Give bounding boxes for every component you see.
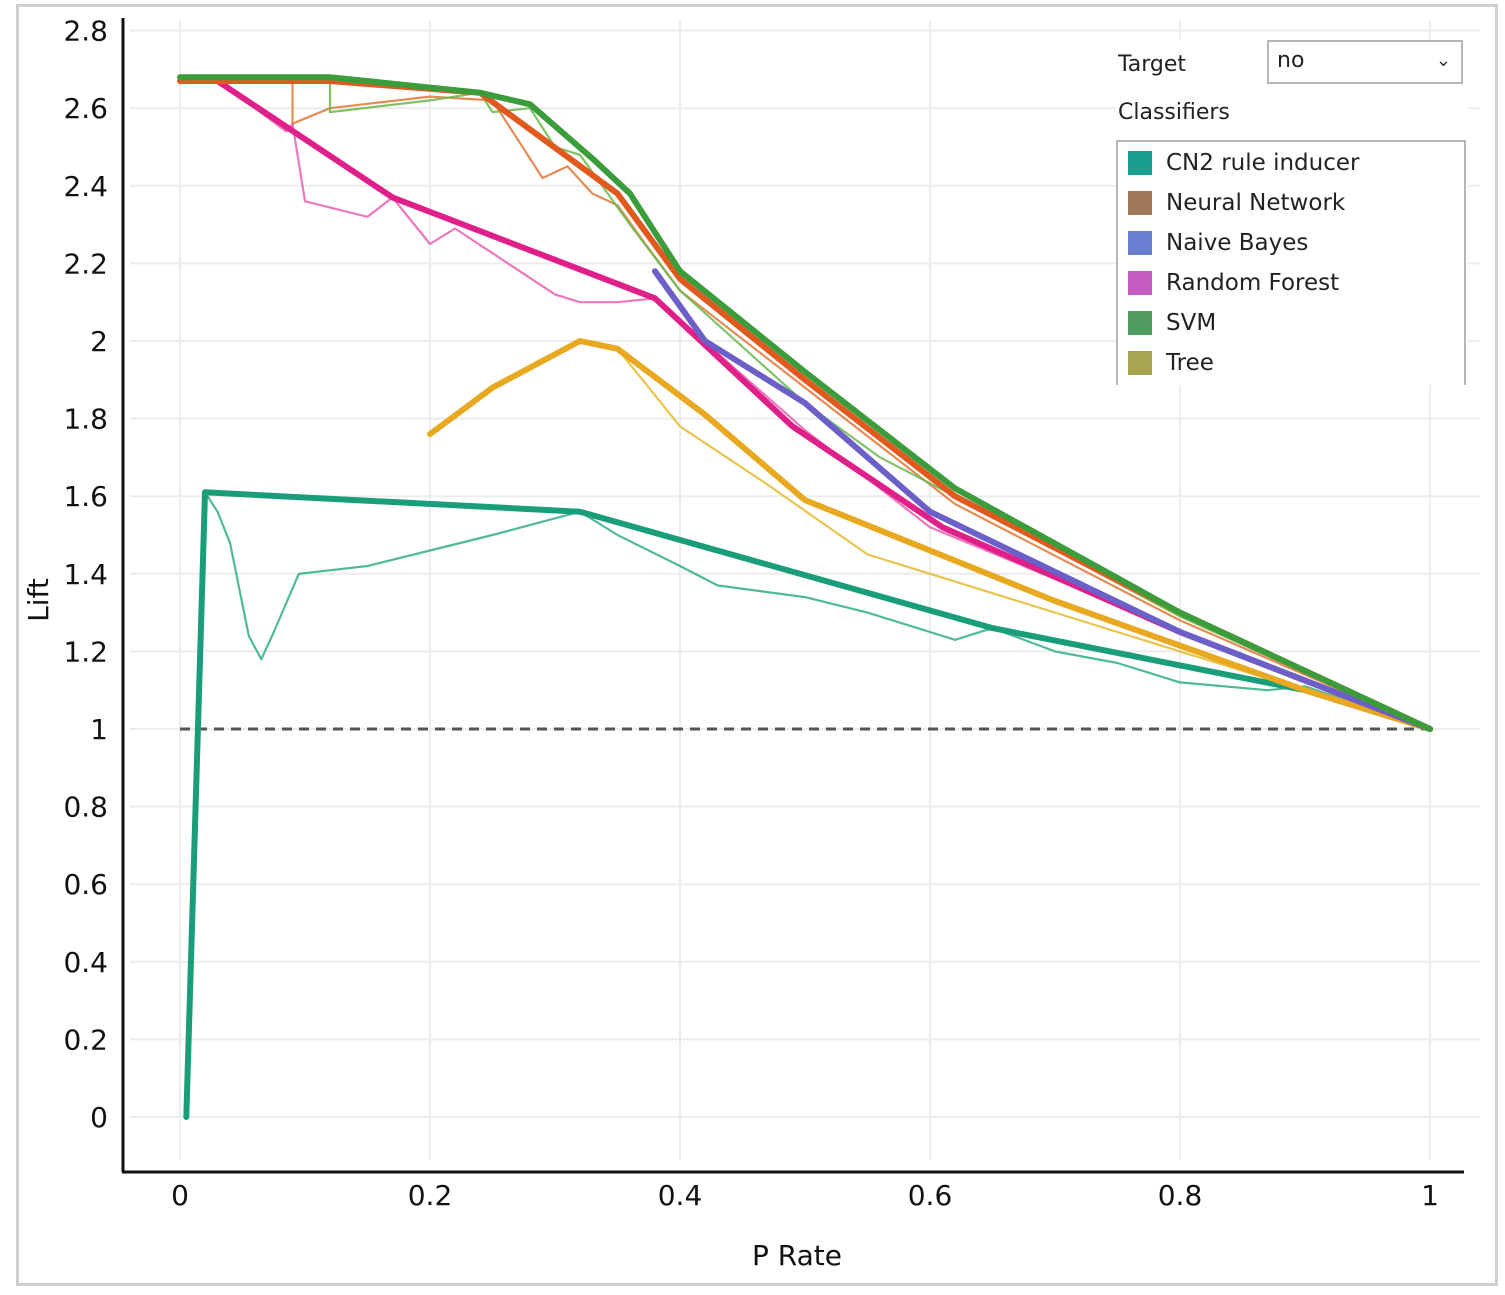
list-item-classifier[interactable]: Tree — [1128, 346, 1214, 380]
x-tick-labels: 0 0.2 0.4 0.6 0.8 1 — [171, 1179, 1439, 1212]
y-tick-label: 2 — [90, 325, 108, 358]
series-line-curve — [203, 491, 1432, 731]
classifier-label: CN2 rule inducer — [1166, 150, 1360, 176]
x-tick-label: 1 — [1421, 1179, 1439, 1212]
y-tick-label: 0.6 — [63, 868, 108, 901]
y-tick-label: 1.2 — [63, 635, 108, 668]
y-tick-label: 1 — [90, 713, 108, 746]
axis-layer — [121, 18, 1464, 1174]
y-tick-label: 1.4 — [63, 558, 108, 591]
y-tick-labels: 0 0.2 0.4 0.6 0.8 1 1.2 1.4 1.6 1.8 2 2.2 2.4 2.6 2.8 — [63, 15, 108, 1134]
y-axis-title: Lift — [22, 578, 55, 622]
list-item-classifier[interactable]: SVM — [1128, 306, 1216, 340]
color-swatch — [1128, 351, 1152, 375]
chevron-down-icon: ⌄ — [1435, 50, 1451, 71]
classifiers-label: Classifiers — [1118, 100, 1230, 125]
x-tick-label: 0.8 — [1158, 1179, 1203, 1212]
x-tick-label: 0 — [171, 1179, 189, 1212]
y-tick-label: 0.2 — [63, 1023, 108, 1056]
classifier-label: Naive Bayes — [1166, 230, 1309, 256]
target-label: Target — [1118, 52, 1187, 77]
classifier-label: Tree — [1166, 350, 1214, 376]
y-tick-label: 0.8 — [63, 791, 108, 824]
classifier-label: Neural Network — [1166, 190, 1346, 216]
y-tick-label: 0 — [90, 1101, 108, 1134]
x-axis-title: P Rate — [752, 1239, 842, 1272]
list-item-classifier[interactable]: CN2 rule inducer — [1128, 146, 1360, 180]
y-tick-label: 2.6 — [63, 92, 108, 125]
target-select-value: no — [1277, 48, 1305, 73]
y-tick-label: 0.4 — [63, 946, 108, 979]
series-line-curve — [178, 79, 1432, 731]
series-line-hull — [177, 74, 1433, 732]
color-swatch — [1128, 151, 1152, 175]
color-swatch — [1128, 271, 1152, 295]
color-swatch — [1128, 231, 1152, 255]
color-swatch — [1128, 191, 1152, 215]
target-select[interactable]: no ⌄ — [1267, 40, 1463, 84]
y-tick-label: 2.4 — [63, 170, 108, 203]
list-item-classifier[interactable]: Neural Network — [1128, 186, 1345, 220]
x-tick-label: 0.4 — [658, 1179, 703, 1212]
y-tick-label: 1.8 — [63, 403, 108, 436]
y-tick-label: 1.6 — [63, 480, 108, 513]
color-swatch — [1128, 311, 1152, 335]
x-tick-label: 0.6 — [908, 1179, 953, 1212]
series-line-hull — [652, 268, 1433, 732]
list-item-classifier[interactable]: Naive Bayes — [1128, 226, 1308, 260]
series-line-curve — [328, 76, 1432, 731]
series-line-hull — [427, 338, 1433, 732]
classifier-label: Random Forest — [1166, 270, 1340, 296]
control-panel: Target no ⌄ Classifiers CN2 rule inducer… — [1116, 40, 1468, 385]
x-tick-label: 0.2 — [408, 1179, 453, 1212]
series-line-hull — [183, 489, 1433, 1120]
series-line-curve — [216, 79, 1432, 731]
series-layer — [177, 74, 1433, 1120]
list-item-classifier[interactable]: Random Forest — [1128, 266, 1339, 300]
y-tick-label: 2.2 — [63, 247, 108, 280]
classifier-label: SVM — [1166, 310, 1217, 336]
y-tick-label: 2.8 — [63, 15, 108, 48]
classifier-list[interactable]: CN2 rule inducer Neural Network Naive Ba… — [1116, 140, 1466, 385]
